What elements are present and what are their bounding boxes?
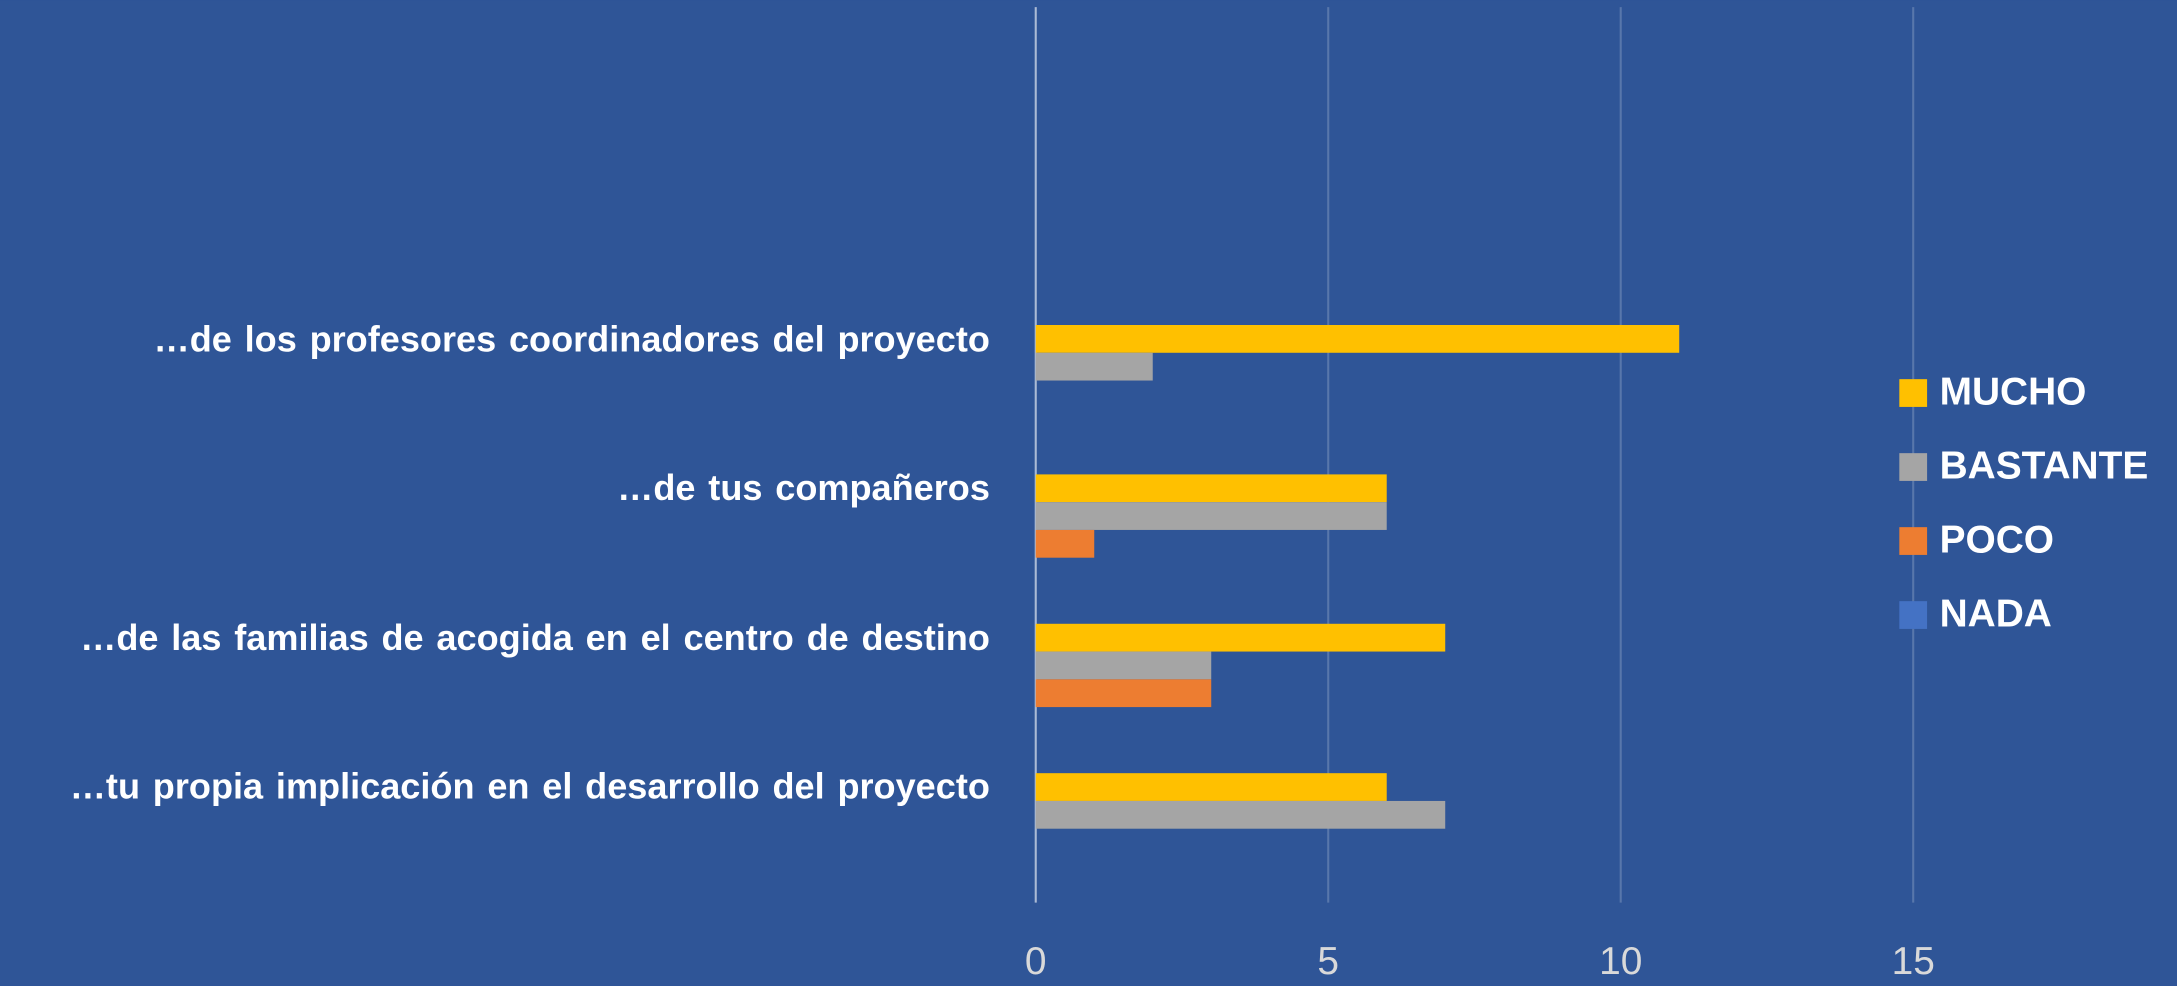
bar <box>1035 325 1680 353</box>
x-tick-label: 15 <box>1892 940 1935 983</box>
bar <box>1035 800 1446 829</box>
legend-swatch <box>1899 527 1928 555</box>
legend-label: NADA <box>1940 593 2052 636</box>
y-tick-label: …tu propia implicación en el desarrollo … <box>69 765 990 808</box>
x-tick-label: 10 <box>1599 940 1642 983</box>
x-tick-label: 0 <box>1025 940 1047 983</box>
y-tick-label: …de tus compañeros <box>617 466 990 509</box>
bar <box>1035 679 1212 708</box>
bar <box>1035 352 1153 381</box>
category-label-box: …tu propia implicación en el desarrollo … <box>69 765 990 808</box>
bar <box>1035 651 1212 680</box>
legend-swatch <box>1899 453 1928 481</box>
bar <box>1035 502 1387 530</box>
legend-swatch <box>1899 601 1928 629</box>
y-tick-label: …de los profesores coordinadores del pro… <box>153 317 990 360</box>
legend-label: MUCHO <box>1940 371 2087 414</box>
bar <box>1035 474 1387 503</box>
bar <box>1035 773 1387 801</box>
category-label-box: …de tus compañeros <box>617 466 990 509</box>
bar <box>1035 529 1095 558</box>
bar <box>1035 623 1446 652</box>
category-label-box: …de las familias de acogida en el centro… <box>80 616 990 658</box>
legend-label: BASTANTE <box>1940 445 2149 488</box>
y-tick-label: …de las familias de acogida en el centro… <box>80 616 990 658</box>
x-tick-label: 5 <box>1317 940 1339 983</box>
category-label-box: …de los profesores coordinadores del pro… <box>153 317 990 360</box>
legend-label: POCO <box>1940 519 2054 562</box>
legend-swatch <box>1899 379 1928 407</box>
